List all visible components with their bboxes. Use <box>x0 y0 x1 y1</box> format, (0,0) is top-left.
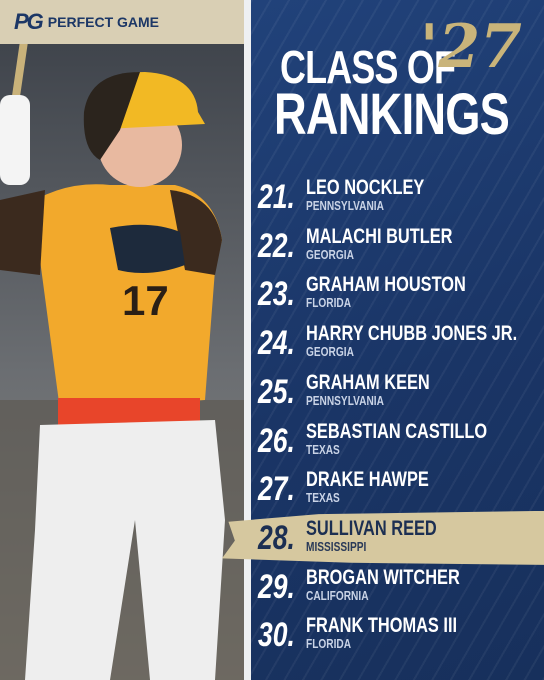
player-name: BROGAN WITCHER <box>306 565 460 589</box>
ranking-row: 29. BROGAN WITCHER CALIFORNIA <box>250 564 544 610</box>
player-state: PENNSYLVANIA <box>306 392 384 408</box>
player-state: PENNSYLVANIA <box>306 198 384 213</box>
player-name: SULLIVAN REED <box>306 516 437 540</box>
brand-bar: PG PERFECT GAME <box>0 0 250 44</box>
state-box: FLORIDA <box>306 296 364 310</box>
rank-box: 23. <box>258 275 305 313</box>
ranking-row: 28. SULLIVAN REED MISSISSIPPI <box>250 515 544 561</box>
rankings-panel <box>244 0 544 680</box>
player-name: MALACHI BUTLER <box>306 224 453 248</box>
player-name: FRANK THOMAS III <box>306 614 458 638</box>
player-photo: 17 <box>0 0 244 680</box>
title-text: RANKINGS <box>274 82 510 147</box>
player-state: FLORIDA <box>306 636 352 652</box>
player-name: LEO NOCKLEY <box>306 176 425 199</box>
name-box: SULLIVAN REED <box>306 517 474 541</box>
rank-box: 29. <box>258 568 305 606</box>
state-box: TEXAS <box>306 441 349 457</box>
brand-name: PERFECT GAME <box>47 14 160 30</box>
state-box: GEORGIA <box>306 246 367 262</box>
state-box: PENNSYLVANIA <box>306 199 406 213</box>
elbow-guard <box>110 224 185 274</box>
rank-box: 21. <box>258 178 305 216</box>
player-state: GEORGIA <box>306 246 354 262</box>
rank-number: 29. <box>258 567 295 606</box>
rank-box: 22. <box>258 227 305 265</box>
rank-box: 24. <box>258 324 305 362</box>
player-name: GRAHAM HOUSTON <box>306 273 466 297</box>
player-state: FLORIDA <box>306 295 352 311</box>
rank-number: 21. <box>258 178 295 216</box>
state-box: GEORGIA <box>306 345 367 359</box>
state-box: TEXAS <box>306 491 349 505</box>
ranking-row: 24. HARRY CHUBB JONES JR. GEORGIA <box>250 320 544 366</box>
ranking-row: 30. FRANK THOMAS III FLORIDA <box>250 612 544 658</box>
name-box: FRANK THOMAS III <box>306 614 500 638</box>
player-name: GRAHAM KEEN <box>306 370 430 394</box>
name-box: LEO NOCKLEY <box>306 176 458 200</box>
rank-box: 28. <box>258 519 305 557</box>
rank-number: 25. <box>258 372 295 411</box>
rank-box: 25. <box>258 373 305 411</box>
ranking-row: 22. MALACHI BUTLER GEORGIA <box>250 223 544 269</box>
ranking-row: 25. GRAHAM KEEN PENNSYLVANIA <box>250 369 544 415</box>
rank-number: 26. <box>258 421 295 460</box>
ranking-row: 26. SEBASTIAN CASTILLO TEXAS <box>250 418 544 464</box>
state-box: CALIFORNIA <box>306 587 386 603</box>
name-box: BROGAN WITCHER <box>306 566 503 590</box>
title-year: '27 <box>420 12 522 82</box>
name-box: SEBASTIAN CASTILLO <box>306 420 538 444</box>
ranking-row: 21. LEO NOCKLEY PENNSYLVANIA <box>250 174 544 220</box>
state-box: MISSISSIPPI <box>306 538 383 554</box>
player-state: TEXAS <box>306 490 340 506</box>
batting-gloves <box>0 95 30 185</box>
player-name: SEBASTIAN CASTILLO <box>306 419 488 443</box>
rank-number: 23. <box>258 275 295 314</box>
name-box: GRAHAM HOUSTON <box>306 273 511 297</box>
name-box: HARRY CHUBB JONES JR. <box>306 322 544 346</box>
rank-box: 26. <box>258 422 305 460</box>
rank-number: 24. <box>258 324 295 363</box>
ranking-row: 23. GRAHAM HOUSTON FLORIDA <box>250 271 544 317</box>
jersey-number: 17 <box>122 277 169 324</box>
rank-number: 22. <box>258 226 295 265</box>
ranking-row: 27. DRAKE HAWPE TEXAS <box>250 466 544 512</box>
rank-number: 27. <box>258 470 295 509</box>
brand-logo: PG <box>14 9 44 34</box>
player-state: TEXAS <box>306 441 340 457</box>
pants <box>25 420 225 680</box>
player-state: GEORGIA <box>306 344 354 360</box>
state-box: FLORIDA <box>306 637 364 651</box>
rank-number: 30. <box>258 616 295 655</box>
title-line: CLASS OF <box>280 44 505 90</box>
player-state: MISSISSIPPI <box>306 538 367 554</box>
player-state: CALIFORNIA <box>306 587 369 603</box>
rank-box: 30. <box>258 616 305 654</box>
helmet-side <box>83 72 140 160</box>
name-box: MALACHI BUTLER <box>306 225 494 249</box>
name-box: GRAHAM KEEN <box>306 371 465 395</box>
title-text: CLASS OF <box>280 41 456 93</box>
rank-number: 28. <box>258 518 295 557</box>
name-box: DRAKE HAWPE <box>306 468 464 492</box>
rank-box: 27. <box>258 470 305 508</box>
state-box: PENNSYLVANIA <box>306 392 406 408</box>
player-name: HARRY CHUBB JONES JR. <box>306 322 518 346</box>
sleeve <box>0 190 45 275</box>
player-name: DRAKE HAWPE <box>306 468 429 492</box>
title-line: RANKINGS <box>274 86 544 144</box>
